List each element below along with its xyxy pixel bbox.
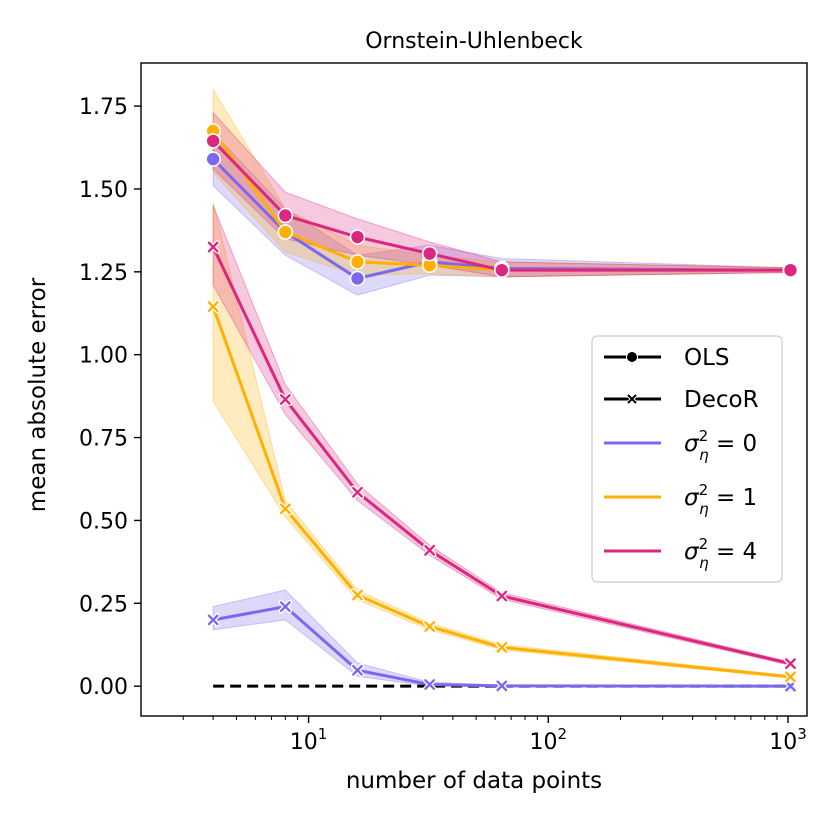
point-0-0 xyxy=(205,151,221,167)
point-5-5 xyxy=(783,656,798,671)
y-tick-label-7: 1.75 xyxy=(79,95,128,120)
y-tick-label-6: 1.50 xyxy=(79,178,128,203)
legend-label-2: σ2 η = 0 xyxy=(684,427,757,464)
series-line-5 xyxy=(211,246,791,666)
point-4-3 xyxy=(422,619,437,634)
plot-frame xyxy=(140,62,808,717)
x-axis-title: number of data points xyxy=(346,768,602,794)
point-3-1 xyxy=(278,599,293,614)
legend-label-1: DecoR xyxy=(684,387,759,413)
legend-entry-2: σ2 η = 0 xyxy=(604,427,757,464)
point-2-5 xyxy=(782,262,799,278)
band-3 xyxy=(212,589,791,687)
series-line-2 xyxy=(212,139,791,272)
point-0-2 xyxy=(349,270,366,287)
point-3-3 xyxy=(422,677,437,692)
y-tick-label-3: 0.75 xyxy=(79,427,128,452)
series-line-4 xyxy=(211,306,791,679)
y-tick-label-4: 1.00 xyxy=(79,344,128,369)
point-4-2 xyxy=(350,588,365,602)
x-tick-label-2: 103 xyxy=(769,725,807,755)
series-lines xyxy=(211,130,791,688)
point-1-1 xyxy=(277,224,294,240)
point-2-0 xyxy=(205,133,221,149)
x-tick-label-1: 102 xyxy=(530,725,568,755)
y-tick-label-1: 0.25 xyxy=(79,592,128,617)
legend-label-4: σ2 η = 4 xyxy=(684,535,757,572)
point-3-4 xyxy=(495,679,509,693)
y-axis-title: mean absolute error xyxy=(25,277,51,512)
legend: OLS DecoR σ2 η = 0 σ2 η = 1 σ2 η = 4 xyxy=(591,335,783,583)
point-2-2 xyxy=(349,229,366,245)
legend-marker-0 xyxy=(626,351,638,363)
point-3-2 xyxy=(350,663,365,677)
point-5-1 xyxy=(278,392,293,407)
point-2-4 xyxy=(494,262,510,278)
point-4-4 xyxy=(495,640,509,655)
point-4-1 xyxy=(278,502,293,516)
point-5-2 xyxy=(350,485,365,499)
point-4-0 xyxy=(206,299,220,314)
legend-marker-1 xyxy=(627,394,637,404)
band-1 xyxy=(212,87,791,278)
legend-entry-4: σ2 η = 4 xyxy=(604,535,757,572)
point-4-5 xyxy=(783,670,798,684)
chart-title: Ornstein-Uhlenbeck xyxy=(365,29,583,54)
y-tick-label-2: 0.50 xyxy=(79,509,128,534)
point-5-4 xyxy=(495,589,509,603)
y-tick-label-0: 0.00 xyxy=(79,675,128,700)
point-5-3 xyxy=(422,543,437,557)
point-3-0 xyxy=(206,613,220,627)
point-3-5 xyxy=(783,679,798,693)
legend-label-3: σ2 η = 1 xyxy=(684,481,757,518)
x-tick-label-0: 101 xyxy=(290,725,328,755)
legend-entry-1: DecoR xyxy=(604,387,759,413)
legend-label-0: OLS xyxy=(684,345,730,371)
y-tick-label-5: 1.25 xyxy=(79,261,128,286)
point-2-3 xyxy=(421,245,438,262)
point-5-0 xyxy=(206,240,220,254)
point-1-2 xyxy=(349,254,366,270)
legend-entry-3: σ2 η = 1 xyxy=(604,481,757,518)
series-markers xyxy=(205,123,799,693)
series-line-3 xyxy=(212,605,791,688)
legend-entry-0: OLS xyxy=(604,345,730,371)
point-2-1 xyxy=(277,207,294,224)
axes: 0.00 0.25 0.50 0.75 1.00 1.25 1.50 1.75 101 102 10… xyxy=(79,62,808,755)
